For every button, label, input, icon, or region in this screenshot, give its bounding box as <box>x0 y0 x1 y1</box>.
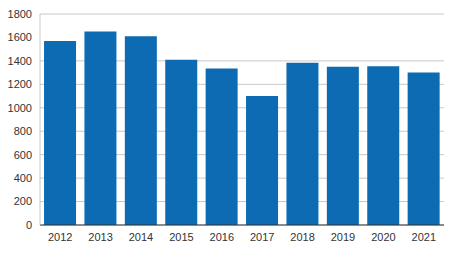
svg-text:2019: 2019 <box>331 231 355 243</box>
svg-text:1800: 1800 <box>8 8 32 20</box>
svg-text:2020: 2020 <box>371 231 395 243</box>
svg-text:2013: 2013 <box>88 231 112 243</box>
svg-text:2012: 2012 <box>48 231 72 243</box>
svg-text:1200: 1200 <box>8 78 32 90</box>
svg-text:1600: 1600 <box>8 31 32 43</box>
svg-text:0: 0 <box>26 219 32 231</box>
svg-text:1400: 1400 <box>8 55 32 67</box>
svg-text:2021: 2021 <box>412 231 436 243</box>
svg-text:2017: 2017 <box>250 231 274 243</box>
svg-text:400: 400 <box>14 172 32 184</box>
svg-text:200: 200 <box>14 195 32 207</box>
svg-text:800: 800 <box>14 125 32 137</box>
svg-text:2016: 2016 <box>210 231 234 243</box>
svg-text:600: 600 <box>14 149 32 161</box>
svg-text:2018: 2018 <box>290 231 314 243</box>
svg-text:2014: 2014 <box>129 231 153 243</box>
svg-text:1000: 1000 <box>8 102 32 114</box>
svg-text:2015: 2015 <box>169 231 193 243</box>
